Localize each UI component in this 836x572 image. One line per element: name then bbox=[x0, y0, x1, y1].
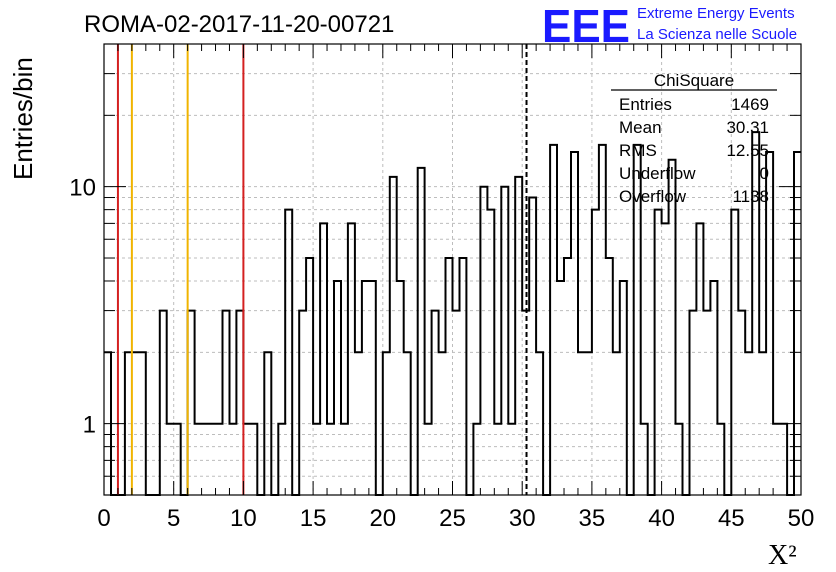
eee-logo-line2: La Scienza nelle Scuole bbox=[637, 26, 797, 43]
x-tick-label: 15 bbox=[300, 505, 327, 532]
histogram-bin bbox=[299, 311, 306, 495]
histogram-bin bbox=[606, 258, 613, 495]
histogram-bin bbox=[334, 281, 341, 495]
histogram-bin bbox=[390, 177, 397, 495]
x-axis-label: X² bbox=[768, 540, 797, 571]
x-tick-label: 20 bbox=[369, 505, 396, 532]
x-tick-label: 0 bbox=[97, 505, 110, 532]
y-tick-label: 10 bbox=[69, 175, 96, 202]
stats-value: 12.55 bbox=[726, 141, 769, 160]
grid-lines bbox=[104, 44, 801, 495]
histogram-bin bbox=[515, 177, 522, 495]
histogram-bin bbox=[188, 311, 195, 495]
stats-box: ChiSquare Entries 1469 Mean 30.31 RMS 12.55 Un… bbox=[611, 71, 777, 206]
histogram-bin bbox=[369, 281, 376, 495]
histogram-bin bbox=[738, 311, 745, 495]
histogram-bin bbox=[397, 281, 404, 495]
histogram-bin bbox=[432, 311, 439, 495]
histogram-bin bbox=[160, 311, 167, 495]
axes: 0 5 10 15 20 25 30 35 40 45 50 1 10 bbox=[69, 43, 815, 532]
x-tick-label: 5 bbox=[167, 505, 180, 532]
x-tick-label: 40 bbox=[648, 505, 675, 532]
x-tick-label: 35 bbox=[579, 505, 606, 532]
histogram-bin bbox=[522, 311, 529, 495]
histogram-bin bbox=[320, 223, 327, 495]
stats-label: Mean bbox=[619, 118, 662, 137]
eee-logo-letters: EEE bbox=[542, 0, 630, 52]
histogram-bin bbox=[453, 311, 460, 495]
eee-logo-line1: Extreme Energy Events bbox=[637, 5, 795, 22]
histogram-bin bbox=[571, 152, 578, 495]
histogram-bin bbox=[480, 187, 487, 495]
x-tick-label: 45 bbox=[718, 505, 745, 532]
histogram-bin bbox=[501, 187, 508, 495]
histogram-bin bbox=[529, 198, 536, 495]
histogram-bin bbox=[703, 311, 710, 495]
histogram-bin bbox=[236, 311, 243, 495]
histogram-bin bbox=[348, 223, 355, 495]
stats-label: Overflow bbox=[619, 187, 687, 206]
stats-value: 1469 bbox=[731, 95, 769, 114]
y-tick-label: 1 bbox=[83, 412, 96, 439]
histogram-bin bbox=[794, 152, 801, 495]
histogram-bin bbox=[620, 281, 627, 495]
stats-value: 0 bbox=[760, 164, 769, 183]
stats-label: Underflow bbox=[619, 164, 696, 183]
histogram-bin bbox=[459, 258, 466, 495]
histogram-bin bbox=[557, 281, 564, 495]
x-tick-label: 10 bbox=[230, 505, 257, 532]
eee-logo: EEE Extreme Energy Events La Scienza nel… bbox=[542, 0, 797, 52]
stats-label: RMS bbox=[619, 141, 657, 160]
histogram-bin bbox=[564, 258, 571, 495]
histogram-bin bbox=[222, 311, 229, 495]
histogram-bin bbox=[710, 281, 717, 495]
x-tick-label: 30 bbox=[509, 505, 536, 532]
stats-value: 30.31 bbox=[726, 118, 769, 137]
stats-label: Entries bbox=[619, 95, 672, 114]
reference-lines bbox=[116, 44, 528, 495]
histogram-bin bbox=[696, 223, 703, 495]
stats-box-title: ChiSquare bbox=[654, 71, 734, 90]
x-tick-label: 25 bbox=[439, 505, 466, 532]
stats-value: 1138 bbox=[732, 187, 769, 206]
run-title: ROMA-02-2017-11-20-00721 bbox=[84, 11, 394, 38]
histogram-bin bbox=[662, 223, 669, 495]
histogram-bin bbox=[446, 258, 453, 495]
histogram-bin bbox=[362, 281, 369, 495]
histogram-bin bbox=[689, 311, 696, 495]
histogram-bin bbox=[306, 258, 313, 495]
x-tick-label: 50 bbox=[788, 505, 815, 532]
y-axis-label: Entries/bin bbox=[8, 57, 38, 180]
